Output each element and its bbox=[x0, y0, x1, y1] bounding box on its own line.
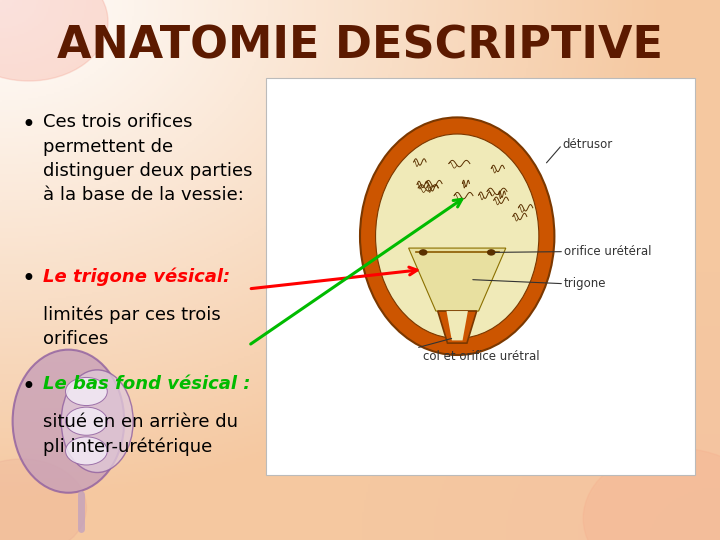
Ellipse shape bbox=[376, 134, 539, 339]
Text: col et orifice urétral: col et orifice urétral bbox=[423, 350, 540, 363]
Text: •: • bbox=[22, 375, 35, 399]
Circle shape bbox=[0, 0, 108, 81]
Text: •: • bbox=[22, 113, 35, 137]
Ellipse shape bbox=[66, 377, 107, 406]
Text: Le trigone vésical:: Le trigone vésical: bbox=[43, 267, 230, 286]
Polygon shape bbox=[446, 311, 468, 340]
Ellipse shape bbox=[66, 437, 107, 465]
Ellipse shape bbox=[13, 350, 125, 492]
Text: Le bas fond vésical :: Le bas fond vésical : bbox=[43, 375, 251, 393]
FancyBboxPatch shape bbox=[266, 78, 695, 475]
Ellipse shape bbox=[61, 370, 133, 472]
Text: Ces trois orifices
permettent de
distinguer deux parties
à la base de la vessie:: Ces trois orifices permettent de disting… bbox=[43, 113, 253, 204]
Text: ANATOMIE DESCRIPTIVE: ANATOMIE DESCRIPTIVE bbox=[57, 24, 663, 68]
Circle shape bbox=[419, 249, 428, 255]
Polygon shape bbox=[438, 311, 477, 343]
Polygon shape bbox=[409, 248, 505, 311]
Text: situé en en arrière du
pli inter-urétérique: situé en en arrière du pli inter-urétéri… bbox=[43, 413, 238, 456]
Ellipse shape bbox=[360, 117, 554, 355]
Circle shape bbox=[0, 459, 86, 540]
Ellipse shape bbox=[66, 407, 107, 435]
Text: •: • bbox=[22, 267, 35, 291]
Text: orifice urétéral: orifice urétéral bbox=[564, 245, 652, 258]
Text: limités par ces trois
orifices: limités par ces trois orifices bbox=[43, 305, 221, 348]
Text: trigone: trigone bbox=[564, 277, 607, 290]
Text: détrusor: détrusor bbox=[562, 138, 613, 151]
Circle shape bbox=[583, 448, 720, 540]
Circle shape bbox=[487, 249, 495, 255]
